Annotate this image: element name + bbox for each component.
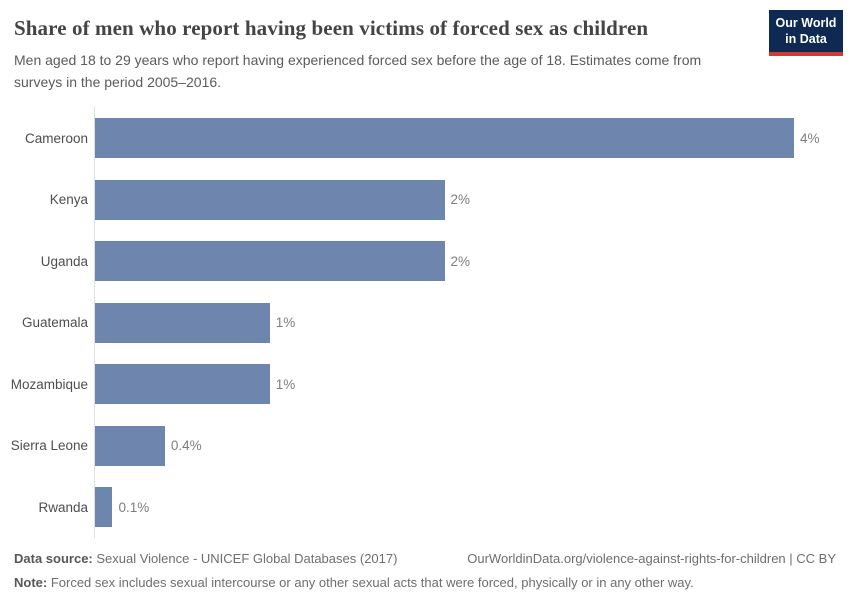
note-label: Note:: [14, 574, 48, 590]
page-title: Share of men who report having been vict…: [14, 16, 649, 40]
bar-track: 0.1%: [94, 476, 850, 538]
bar-row: Sierra Leone 0.4%: [0, 414, 850, 477]
bar[interactable]: [95, 241, 445, 282]
note-text: Forced sex includes sexual intercourse o…: [47, 574, 694, 590]
owid-logo: Our World in Data: [769, 10, 843, 56]
bar-track: 1%: [94, 291, 850, 354]
value-label: 1%: [275, 376, 296, 392]
footer-source-line: Data source: Sexual Violence - UNICEF Gl…: [14, 551, 836, 566]
owid-logo-line2: in Data: [785, 32, 827, 47]
chart-subtitle: Men aged 18 to 29 years who report havin…: [14, 52, 702, 90]
bar[interactable]: [95, 425, 165, 466]
category-label: Uganda: [40, 253, 88, 269]
data-source-text: Sexual Violence - UNICEF Global Database…: [92, 550, 398, 566]
chart-header: Share of men who report having been vict…: [0, 0, 850, 93]
bar-row: Guatemala 1%: [0, 291, 850, 354]
plot-area: Cameroon 4% Kenya 2% Uganda 2% Guatemala 1% Moza…: [0, 107, 850, 538]
value-label: 2%: [450, 192, 471, 208]
data-source: Data source: Sexual Violence - UNICEF Gl…: [14, 551, 397, 566]
category-label: Sierra Leone: [10, 438, 88, 454]
category-label: Kenya: [49, 192, 88, 208]
bar[interactable]: [95, 179, 445, 220]
value-label: 4%: [800, 130, 820, 146]
bar-track: 0.4%: [94, 414, 850, 477]
footer-note-line: Note: Forced sex includes sexual interco…: [14, 575, 836, 590]
bar-chart: Cameroon 4% Kenya 2% Uganda 2% Guatemala 1% Moza…: [0, 107, 850, 538]
bar-track: 2%: [94, 168, 850, 231]
bar[interactable]: [95, 118, 794, 159]
bar-row: Cameroon 4%: [0, 107, 850, 169]
bar[interactable]: [95, 487, 113, 528]
data-source-label: Data source:: [14, 550, 93, 566]
bar-row: Uganda 2%: [0, 230, 850, 292]
bar-row: Mozambique 1%: [0, 353, 850, 415]
bar[interactable]: [95, 364, 270, 405]
bar-row: Rwanda 0.1%: [0, 476, 850, 538]
chart-footer: Data source: Sexual Violence - UNICEF Gl…: [0, 551, 850, 590]
value-label: 0.4%: [170, 438, 202, 454]
category-label: Rwanda: [38, 499, 88, 515]
bar-row: Kenya 2%: [0, 168, 850, 231]
bar-track: 2%: [94, 230, 850, 292]
bar[interactable]: [95, 302, 270, 343]
owid-url-link[interactable]: OurWorldinData.org/violence-against-righ…: [467, 550, 836, 566]
category-label: Mozambique: [10, 376, 88, 392]
value-label: 0.1%: [118, 499, 150, 515]
owid-logo-line1: Our World: [775, 16, 837, 30]
value-label: 2%: [450, 253, 471, 269]
value-label: 1%: [275, 315, 296, 331]
bar-track: 1%: [94, 353, 850, 415]
category-label: Cameroon: [24, 130, 88, 146]
bar-track: 4%: [94, 107, 850, 169]
category-label: Guatemala: [21, 315, 88, 331]
